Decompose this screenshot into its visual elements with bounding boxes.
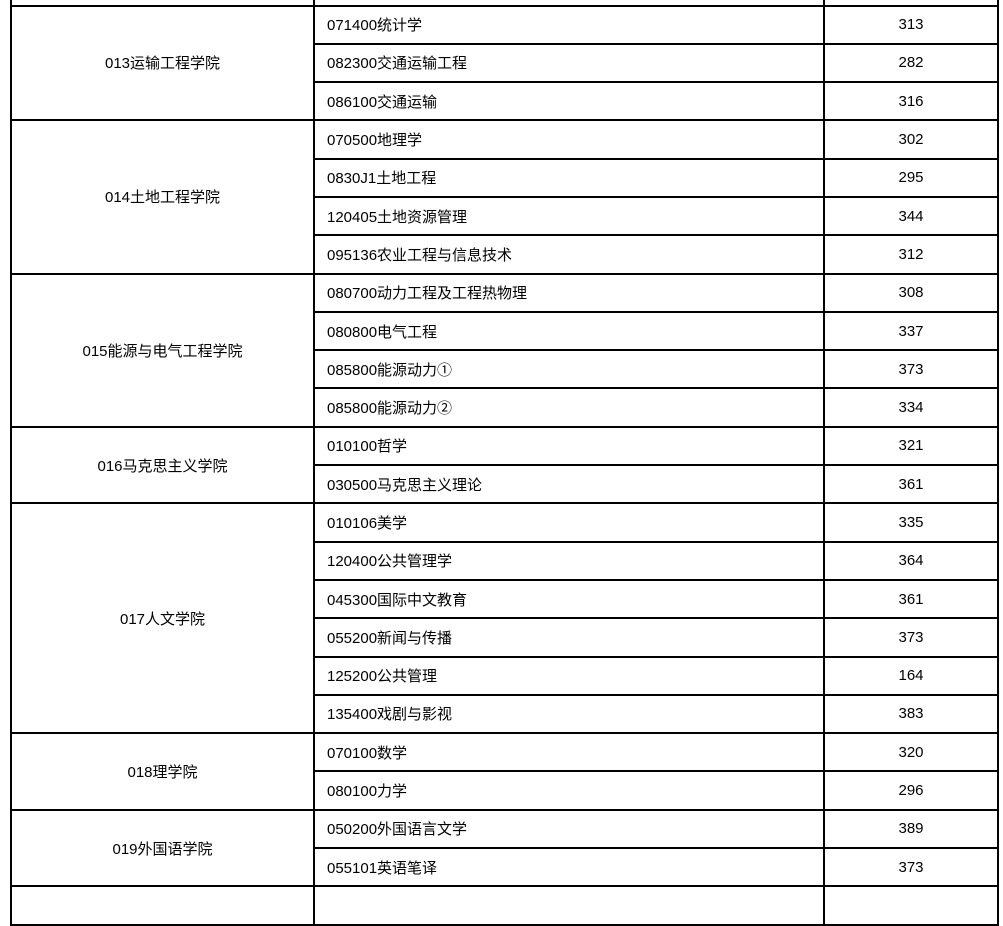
score-cell: 334 [823,387,999,428]
table-row: 014土地工程学院 070500地理学 302 [10,119,999,275]
score-cell: 282 [823,42,999,84]
major-cell: 080100力学 [313,770,825,811]
score-cell: 296 [823,770,999,811]
major-cell: 055101英语笔译 [313,847,825,888]
table-row: 018理学院 070100数学 320 [10,732,999,811]
score-cell: 373 [823,847,999,888]
table-row: 017人文学院 010106美学 335 [10,502,999,735]
college-cell: 013运输工程学院 [10,4,315,122]
table-row: 085800能源动力② 334 [11,387,999,428]
table-row: 080800电气工程 337 [11,310,999,352]
score-cell: 373 [823,349,999,390]
score-cell: 164 [823,655,999,696]
score-cell: 316 [823,81,999,122]
score-cell: 361 [823,464,999,505]
table-row: 045300国际中文教育 361 [11,578,999,620]
score-cell: 308 [823,272,999,313]
college-cell: 015能源与电气工程学院 [10,272,315,428]
score-cell: 373 [823,617,999,658]
major-cell: 070100数学 [313,732,825,773]
major-cell [313,885,825,926]
major-cell: 010100哲学 [313,425,825,467]
score-cell: 321 [823,425,999,467]
table-row: 016马克思主义学院 010100哲学 321 [10,425,999,505]
partial-row-bottom [10,885,999,926]
partial-row-top [10,0,999,7]
major-cell: 120400公共管理学 [313,540,825,581]
major-cell: 050200外国语言文学 [313,808,825,850]
table-row: 082300交通运输工程 282 [11,42,999,84]
major-cell: 010106美学 [313,502,825,543]
college-cell [10,885,315,926]
table-row: 0830J1土地工程 295 [11,157,999,198]
table-row: 019外国语学院 050200外国语言文学 389 [10,808,999,888]
page: { "table": { "description": "考研复试分数线表（学院… [10,0,999,926]
score-cell: 312 [823,234,999,275]
score-cell: 295 [823,157,999,198]
college-cell: 014土地工程学院 [10,119,315,275]
major-cell: 086100交通运输 [313,81,825,122]
table-row: 086100交通运输 316 [11,81,999,122]
table-row: 055101英语笔译 373 [11,847,999,888]
college-cell: 017人文学院 [10,502,315,735]
major-cell: 070500地理学 [313,119,825,160]
major-cell: 0830J1土地工程 [313,157,825,198]
major-cell [313,0,825,7]
college-cell: 019外国语学院 [10,808,315,888]
score-cell: 302 [823,119,999,160]
major-cell: 135400戏剧与影视 [313,693,825,735]
table-row: 095136农业工程与信息技术 312 [11,234,999,275]
major-cell: 085800能源动力② [313,387,825,428]
table-row: 135400戏剧与影视 383 [11,693,999,735]
admission-score-table: 013运输工程学院 071400统计学 313 082300交通运输工程 282… [10,0,999,926]
college-cell: 018理学院 [10,732,315,811]
table-row: 120405土地资源管理 344 [11,195,999,237]
score-cell: 313 [823,4,999,45]
major-cell: 030500马克思主义理论 [313,464,825,505]
score-cell: 337 [823,310,999,352]
major-cell: 045300国际中文教育 [313,578,825,620]
major-cell: 095136农业工程与信息技术 [313,234,825,275]
table-row: 013运输工程学院 071400统计学 313 [10,4,999,122]
table-row: 055200新闻与传播 373 [11,617,999,658]
major-cell: 125200公共管理 [313,655,825,696]
major-cell: 120405土地资源管理 [313,195,825,237]
college-cell [10,0,315,7]
score-cell [823,0,999,7]
table-row: 120400公共管理学 364 [11,540,999,581]
score-cell [823,885,999,926]
score-cell: 383 [823,693,999,735]
major-cell: 080700动力工程及工程热物理 [313,272,825,313]
score-table-container: 013运输工程学院 071400统计学 313 082300交通运输工程 282… [10,0,999,926]
major-cell: 055200新闻与传播 [313,617,825,658]
major-cell: 080800电气工程 [313,310,825,352]
score-cell: 364 [823,540,999,581]
score-cell: 361 [823,578,999,620]
table-row: 125200公共管理 164 [11,655,999,696]
score-cell: 320 [823,732,999,773]
major-cell: 082300交通运输工程 [313,42,825,84]
table-row: 015能源与电气工程学院 080700动力工程及工程热物理 308 [10,272,999,428]
score-cell: 344 [823,195,999,237]
college-cell: 016马克思主义学院 [10,425,315,505]
table-row: 030500马克思主义理论 361 [11,464,999,505]
table-row: 080100力学 296 [11,770,999,811]
score-cell: 389 [823,808,999,850]
major-cell: 085800能源动力① [313,349,825,390]
score-cell: 335 [823,502,999,543]
table-row: 085800能源动力① 373 [11,349,999,390]
major-cell: 071400统计学 [313,4,825,45]
